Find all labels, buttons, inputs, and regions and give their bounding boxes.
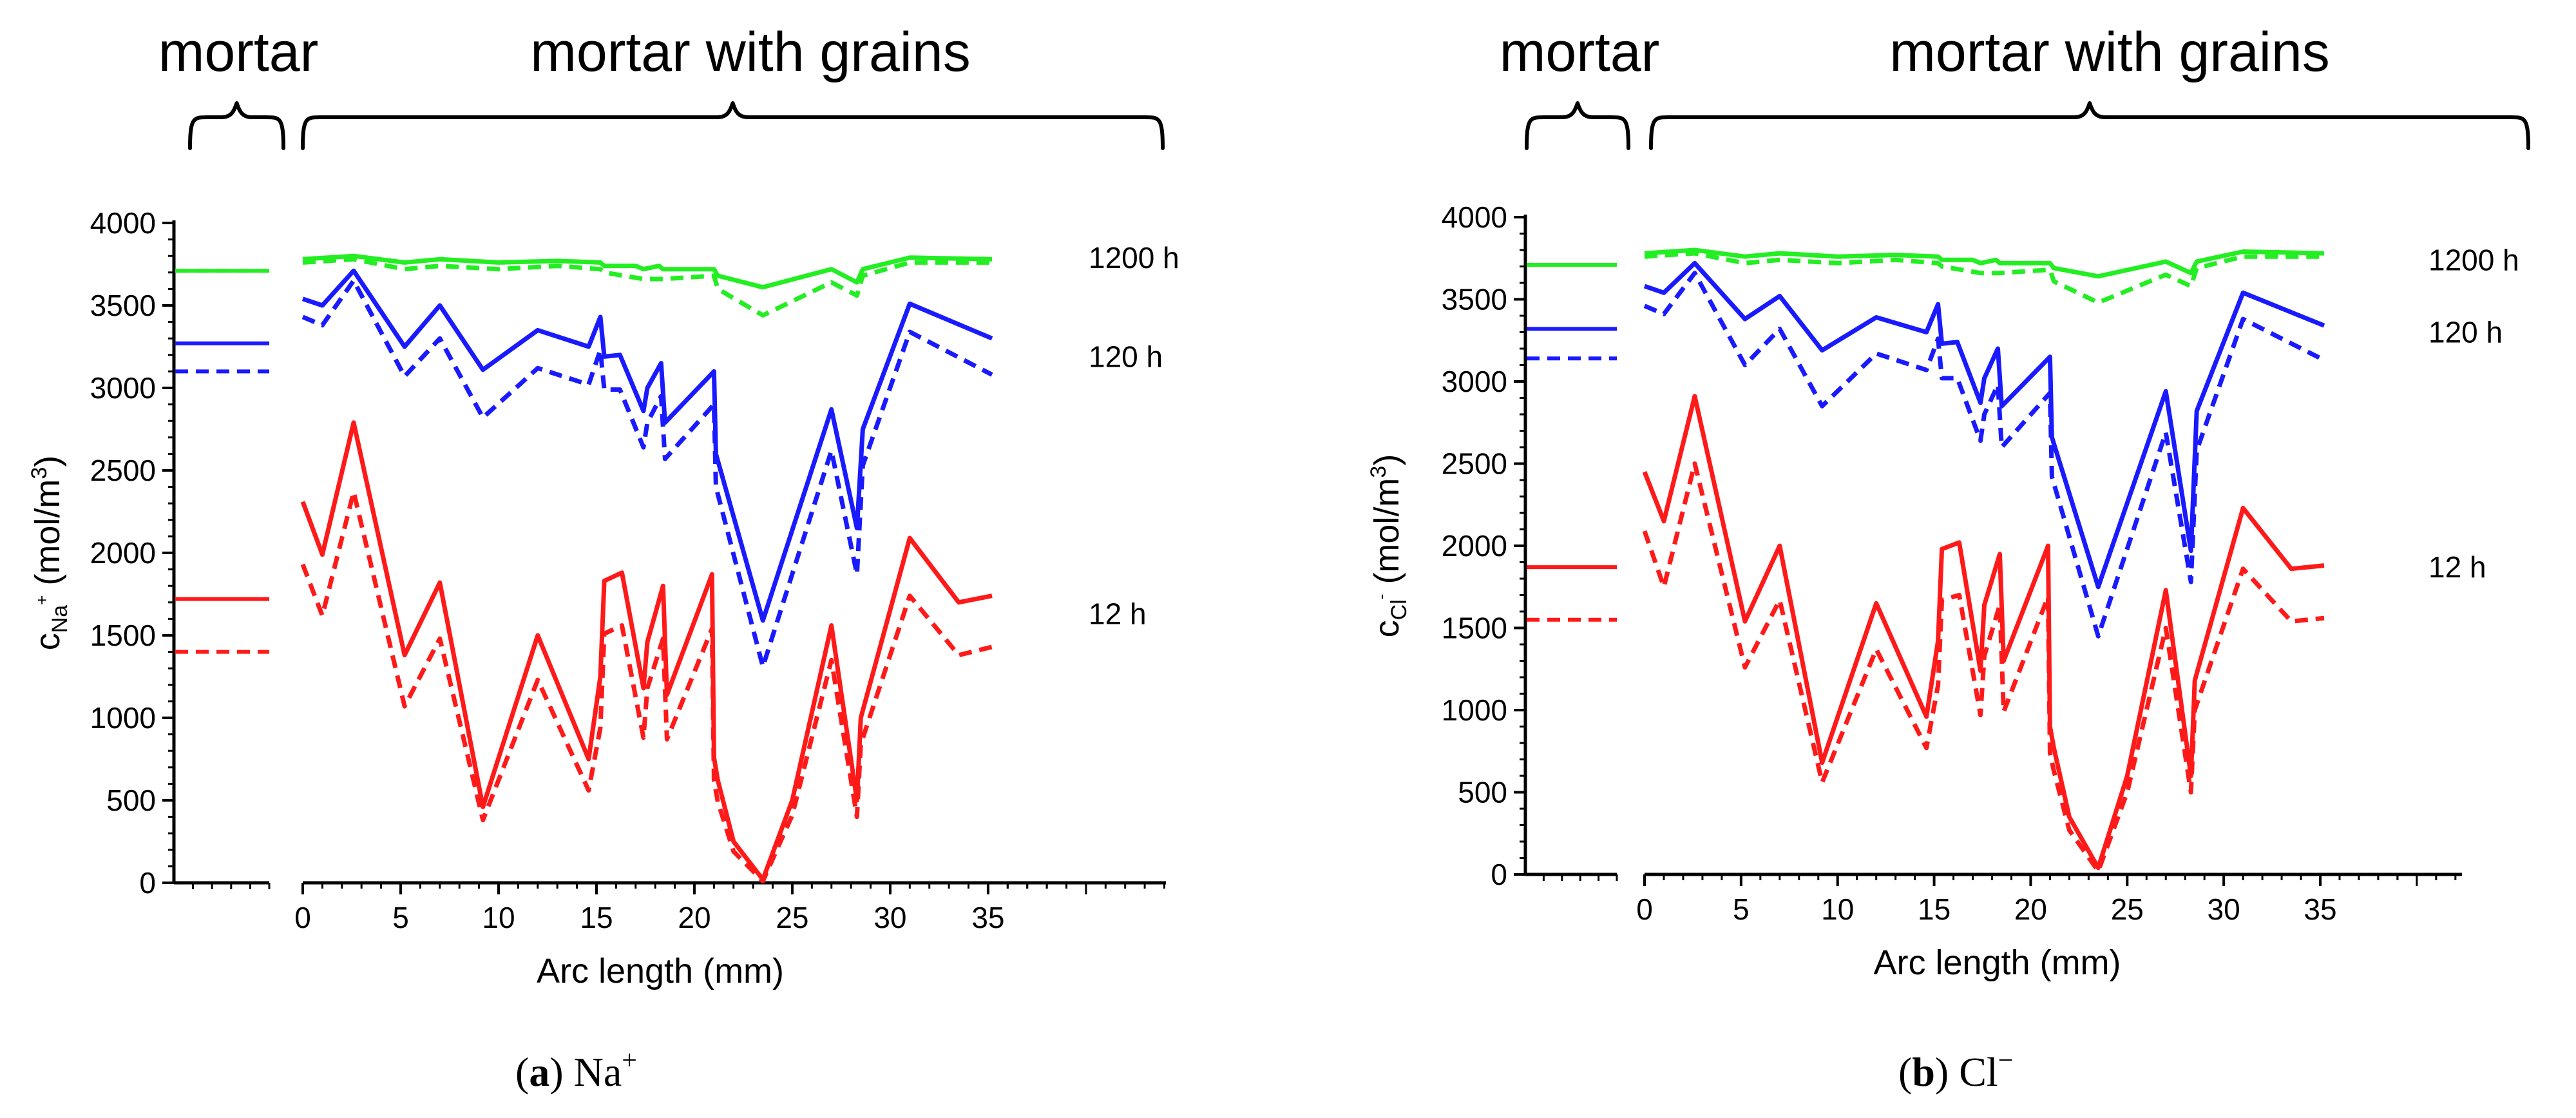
y-label-unit-exponent: 3 <box>27 467 52 479</box>
y-tick-label: 1500 <box>1442 612 1507 645</box>
y-label-unit-end: ) <box>28 456 67 467</box>
mortar-brace <box>188 101 285 150</box>
y-label-charge: - <box>1371 594 1391 600</box>
series-label-1200h: 1200 h <box>2428 243 2519 276</box>
series-line-1200h-dashed <box>302 256 992 318</box>
grains-brace <box>301 101 1165 150</box>
x-tick-label: 20 <box>678 901 711 934</box>
panel-b: mortar mortar with grains 0 500 1000 1500 2000… <box>1366 21 2530 1095</box>
x-tick-label: 25 <box>776 901 808 934</box>
series-line-120h-solid <box>1643 260 2325 590</box>
panel-a: mortar mortar with grains 0 500 1000 1500 2000… <box>27 21 1179 1095</box>
x-axis-label: Arc length (mm) <box>537 952 784 990</box>
region-label-mortar: mortar <box>158 21 318 83</box>
y-label-unit-exponent: 3 <box>1366 466 1391 478</box>
caption-charge: − <box>1998 1046 2014 1075</box>
y-label-unit-end: ) <box>1368 454 1406 466</box>
y-tick-label: 3500 <box>90 289 156 322</box>
region-label-mortar: mortar <box>1500 21 1659 83</box>
y-tick-label: 1500 <box>90 619 156 652</box>
y-tick-label: 3500 <box>1442 283 1507 316</box>
mortar-brace <box>1525 101 1630 150</box>
y-tick-label: 2000 <box>1442 529 1507 563</box>
region-label-mortar-with-grains: mortar with grains <box>1889 21 2329 83</box>
caption-charge: + <box>622 1046 637 1075</box>
series-line-1200h-solid <box>1644 247 2325 279</box>
x-tick-label: 5 <box>1733 892 1750 926</box>
caption-open-paren: ( <box>515 1049 529 1095</box>
series-line-1200h-dashed <box>1644 251 2324 305</box>
series-label-1200h: 1200 h <box>1089 241 1179 275</box>
x-tick-label: 10 <box>482 901 515 934</box>
y-tick-label: 500 <box>1458 776 1507 809</box>
y-tick-label: 1000 <box>90 701 156 735</box>
series-label-120h: 120 h <box>2428 316 2503 349</box>
caption-close-paren: ) <box>549 1049 573 1095</box>
x-tick-label: 35 <box>2304 892 2336 926</box>
series-line-120h-dashed <box>301 278 993 670</box>
y-label-subscript: Cl <box>1387 599 1411 620</box>
caption-ion: Cl <box>1959 1049 1998 1095</box>
y-tick-label: 3000 <box>1442 365 1507 398</box>
x-tick-label: 15 <box>1918 892 1951 926</box>
series-line-12h-dashed <box>1642 461 2325 874</box>
y-label-symbol: c <box>28 633 67 650</box>
y-tick-label: 2000 <box>90 536 156 570</box>
y-label-charge: + <box>32 595 52 605</box>
y-label-subscript: Na <box>48 605 72 633</box>
x-tick-label: 25 <box>2111 892 2144 926</box>
caption-panel-letter: b <box>1912 1049 1935 1095</box>
y-axis-label: cNa+ (mol/m3) <box>27 456 72 651</box>
series-label-12h: 12 h <box>2428 550 2486 584</box>
y-tick-label: 2500 <box>90 454 156 487</box>
y-label-unit-start: (mol/m <box>28 479 67 595</box>
series-line-120h-dashed <box>1643 271 2325 639</box>
panel-caption: (b) Cl− <box>1898 1046 2013 1095</box>
y-tick-label: 4000 <box>1442 200 1507 234</box>
caption-close-paren: ) <box>1935 1049 1959 1095</box>
x-tick-label: 30 <box>2208 892 2240 926</box>
x-tick-label: 30 <box>873 901 906 934</box>
series-label-120h: 120 h <box>1089 340 1163 373</box>
y-label-unit-start: (mol/m <box>1368 478 1406 594</box>
x-tick-label: 5 <box>392 901 409 934</box>
y-tick-label: 0 <box>1491 858 1507 891</box>
x-tick-label: 15 <box>580 901 613 934</box>
series-line-1200h-solid <box>302 253 993 290</box>
series-line-12h-solid <box>300 420 993 882</box>
y-tick-label: 3000 <box>90 371 156 405</box>
series-line-120h-solid <box>301 268 993 623</box>
y-tick-label: 4000 <box>90 206 156 240</box>
x-axis-label: Arc length (mm) <box>1873 943 2121 982</box>
grains-brace <box>1649 101 2530 150</box>
x-tick-label: 20 <box>2014 892 2047 926</box>
x-tick-label: 0 <box>294 901 311 934</box>
x-tick-label: 35 <box>971 901 1004 934</box>
series-label-12h: 12 h <box>1089 597 1147 631</box>
y-tick-label: 2500 <box>1442 447 1507 481</box>
series-line-12h-solid <box>1642 394 2325 871</box>
caption-panel-letter: a <box>529 1049 549 1095</box>
caption-ion: Na <box>574 1049 622 1095</box>
panel-caption: (a) Na+ <box>515 1046 637 1095</box>
y-tick-label: 1000 <box>1442 693 1507 727</box>
y-tick-label: 500 <box>106 784 156 817</box>
x-tick-label: 10 <box>1821 892 1854 926</box>
y-tick-label: 0 <box>139 866 156 900</box>
y-axis-label: cCl- (mol/m3) <box>1366 454 1411 638</box>
y-label-symbol: c <box>1368 620 1406 637</box>
series-line-12h-dashed <box>300 489 993 883</box>
caption-open-paren: ( <box>1898 1049 1912 1095</box>
region-label-mortar-with-grains: mortar with grains <box>530 21 970 83</box>
x-tick-label: 0 <box>1636 892 1653 926</box>
